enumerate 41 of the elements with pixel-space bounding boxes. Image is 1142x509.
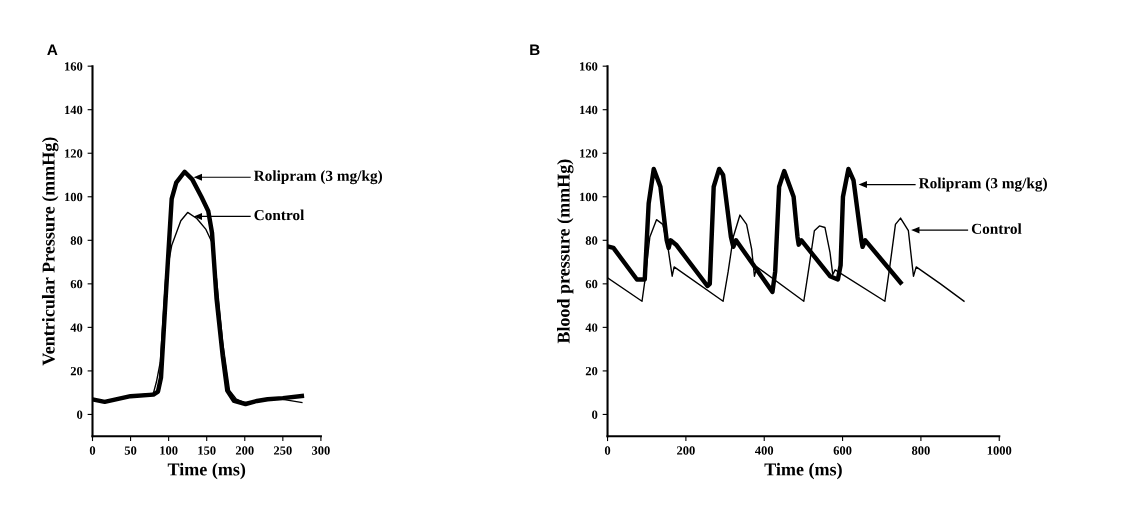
y-tick-label: 80 [585,236,598,245]
x-tick-label: 300 [312,446,330,455]
y-tick-label: 140 [580,105,598,115]
y-tick-label: 120 [580,149,598,158]
annotation: Rolipram (3 mg/kg) [253,170,383,185]
chart-title: B [530,44,540,56]
x-tick-label: 0 [89,446,96,455]
y-tick-label: 40 [70,323,83,332]
y-tick-label: 80 [70,236,83,245]
x-tick-label: 200 [235,446,254,455]
x-axis-title: Time (ms) [764,462,842,480]
x-tick-label: 50 [124,446,137,455]
x-tick-label: 200 [677,446,695,455]
y-axis-title: Ventricular Pressure (mmHg) [41,137,59,366]
annotation: Rolipram (3 mg/kg) [918,177,1047,192]
y-tick-label: 100 [65,192,83,202]
y-tick-label: 20 [70,366,83,376]
y-tick-label: 20 [585,366,598,376]
y-tick-label: 160 [65,62,83,71]
annotation: Control [971,223,1022,234]
y-tick-label: 100 [580,192,598,202]
x-tick-label: 150 [198,446,216,455]
x-tick-label: 600 [833,446,852,455]
x-tick-label: 400 [755,446,774,455]
y-tick-label: 160 [580,62,598,71]
x-tick-label: 250 [273,446,292,455]
x-tick-label: 100 [160,446,178,455]
annotation: Control [254,209,305,221]
y-tick-label: 40 [585,323,598,332]
y-tick-label: 0 [592,410,598,419]
x-axis-title: Time (ms) [167,462,246,480]
x-tick-label: 800 [911,446,930,455]
x-tick-label: 0 [604,446,611,455]
x-tick-label: 1000 [987,446,1012,455]
y-tick-label: 140 [65,105,83,115]
y-tick-label: 120 [65,149,83,158]
y-tick-label: 60 [585,279,598,289]
y-tick-label: 60 [70,279,83,289]
y-tick-label: 0 [77,410,83,419]
y-axis-title: Blood pressure (mmHg) [557,159,574,344]
chart-title: A [47,44,58,56]
